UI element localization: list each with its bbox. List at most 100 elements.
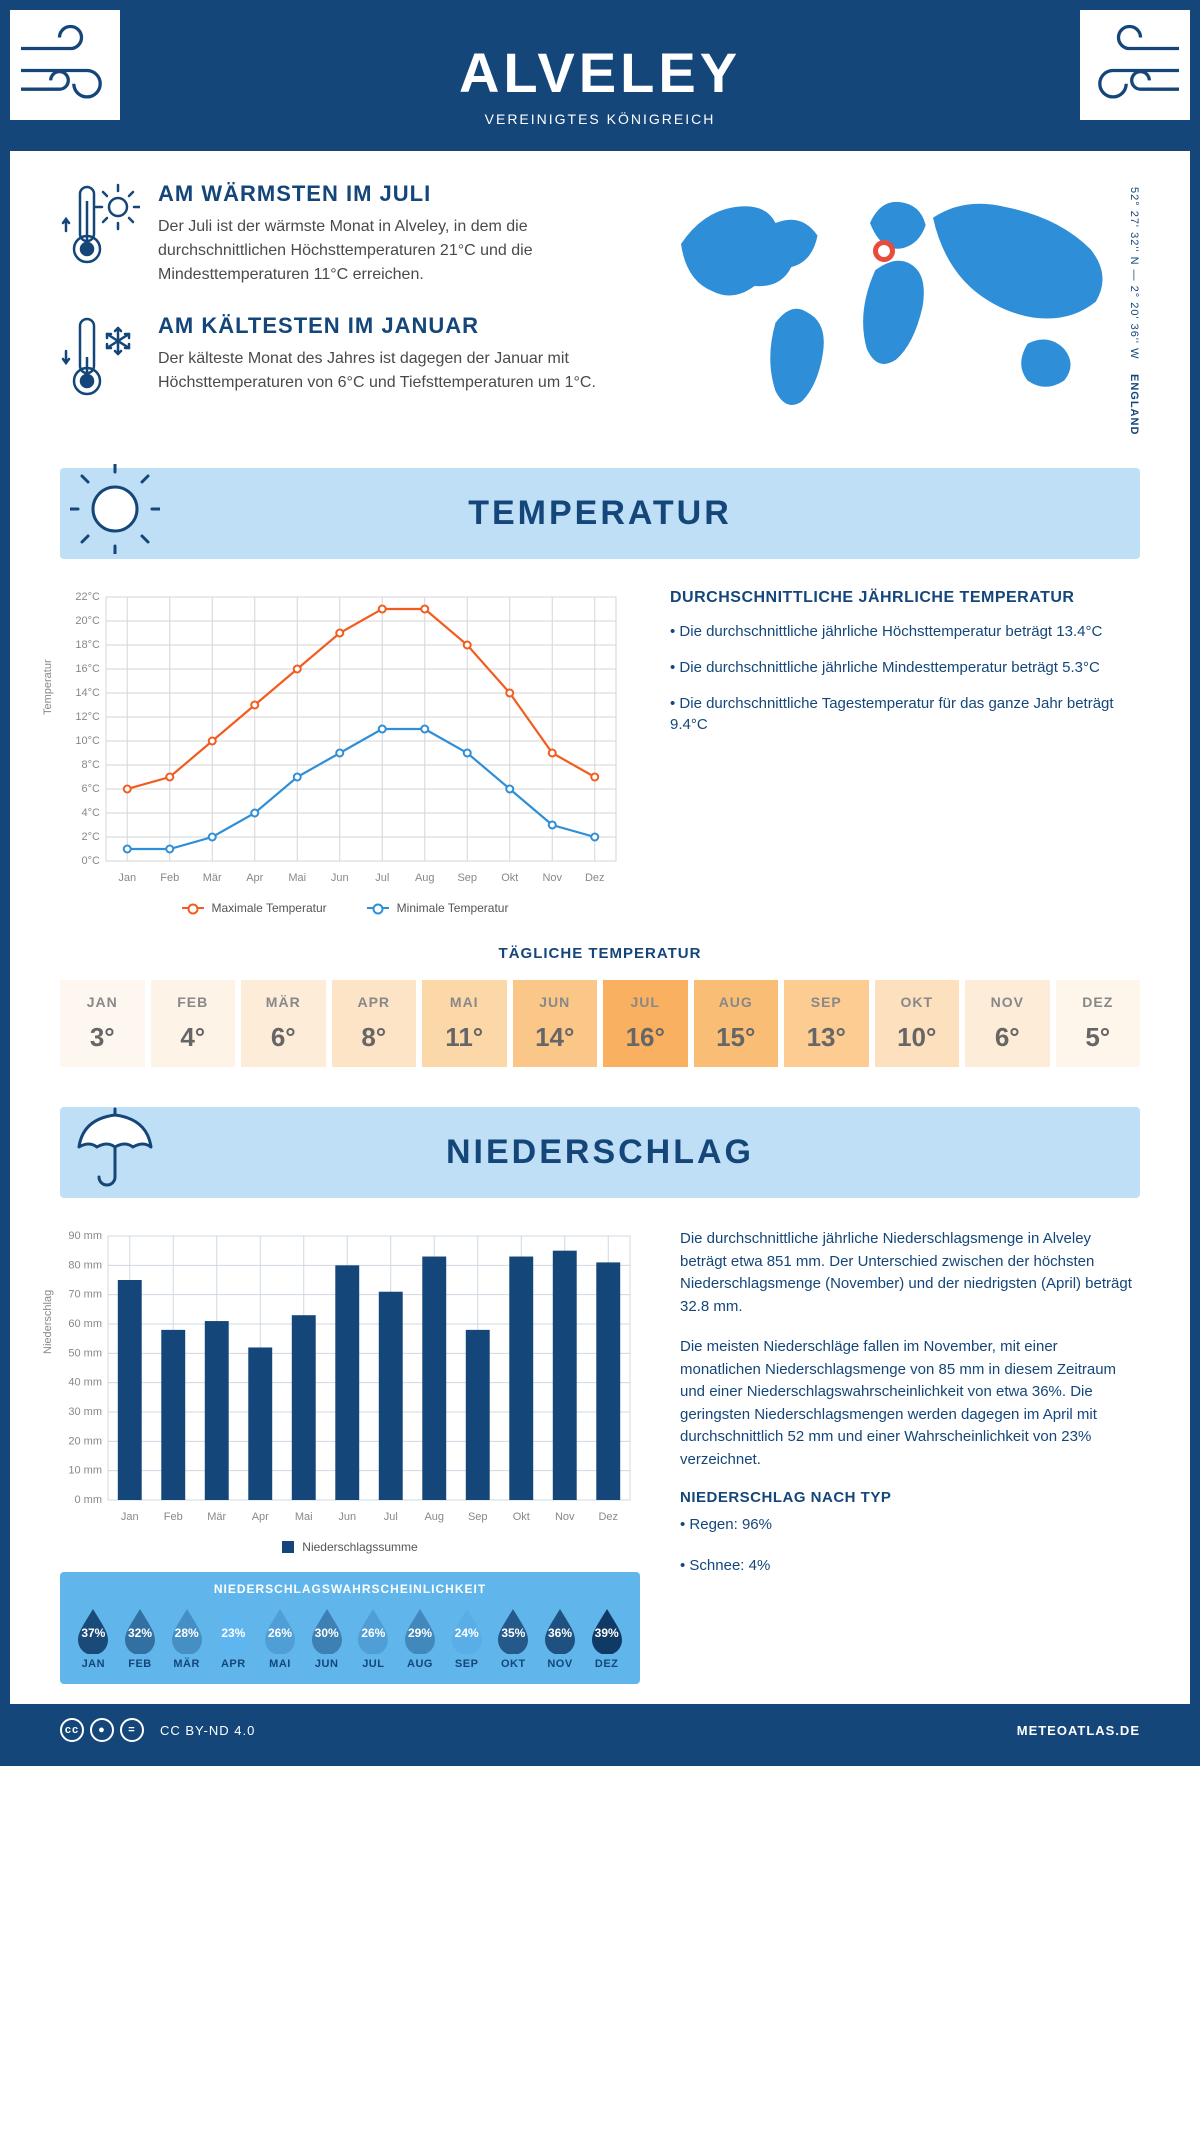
precip-text-1: Die durchschnittliche jährliche Niedersc…: [680, 1228, 1140, 1318]
temp-info-p1: • Die durchschnittliche jährliche Höchst…: [670, 621, 1140, 643]
prob-drop-cell: 30%JUN: [305, 1606, 348, 1670]
coord-text: 52° 27' 32'' N — 2° 20' 36'' W: [1128, 187, 1140, 359]
svg-text:Nov: Nov: [542, 872, 562, 884]
prob-drop-cell: 39%DEZ: [585, 1606, 628, 1670]
daily-cell: AUG15°: [694, 980, 779, 1067]
daily-cell: DEZ5°: [1056, 980, 1141, 1067]
daily-cell: APR8°: [332, 980, 417, 1067]
temp-y-axis-label: Temperatur: [42, 659, 54, 715]
svg-text:Okt: Okt: [501, 872, 518, 884]
svg-text:70 mm: 70 mm: [68, 1289, 102, 1301]
page-header: ALVELEY VEREINIGTES KÖNIGREICH: [10, 10, 1190, 151]
license-block: cc ● = CC BY-ND 4.0: [60, 1718, 255, 1742]
precip-type-rain: • Regen: 96%: [680, 1514, 1140, 1537]
temp-info-p2: • Die durchschnittliche jährliche Mindes…: [670, 657, 1140, 679]
coldest-block: AM KÄLTESTEN IM JANUAR Der kälteste Mona…: [60, 313, 630, 403]
warmest-text: AM WÄRMSTEN IM JULI Der Juli ist der wär…: [158, 181, 630, 287]
precip-heading: NIEDERSCHLAG: [60, 1133, 1140, 1172]
temperature-legend: Maximale Temperatur Minimale Temperatur: [60, 901, 630, 915]
svg-text:Feb: Feb: [160, 872, 179, 884]
svg-text:2°C: 2°C: [82, 831, 101, 843]
daily-cell: JUL16°: [603, 980, 688, 1067]
prob-drop-cell: 28%MÄR: [165, 1606, 208, 1670]
coordinates: 52° 27' 32'' N — 2° 20' 36'' W ENGLAND: [1122, 181, 1140, 438]
svg-text:Mär: Mär: [203, 872, 222, 884]
warmest-block: AM WÄRMSTEN IM JULI Der Juli ist der wär…: [60, 181, 630, 287]
svg-text:Sep: Sep: [468, 1511, 488, 1523]
thermometer-sun-icon: [60, 181, 140, 271]
by-icon: ●: [90, 1718, 114, 1742]
svg-text:0°C: 0°C: [82, 855, 101, 867]
svg-text:16°C: 16°C: [75, 663, 100, 675]
daily-cell: NOV6°: [965, 980, 1050, 1067]
temperature-chart-holder: Temperatur 0°C2°C4°C6°C8°C10°C12°C14°C16…: [60, 589, 630, 915]
svg-text:Jan: Jan: [118, 872, 136, 884]
page: ALVELEY VEREINIGTES KÖNIGREICH AM W: [0, 0, 1200, 1766]
precip-y-axis-label: Niederschlag: [42, 1290, 54, 1354]
daily-cell: JUN14°: [513, 980, 598, 1067]
svg-text:14°C: 14°C: [75, 687, 100, 699]
daily-cell: MAI11°: [422, 980, 507, 1067]
sun-icon: [70, 464, 160, 554]
prob-drop-cell: 32%FEB: [119, 1606, 162, 1670]
nd-icon: =: [120, 1718, 144, 1742]
top-left-blocks: AM WÄRMSTEN IM JULI Der Juli ist der wär…: [60, 181, 630, 438]
site-credit: METEOATLAS.DE: [1017, 1723, 1140, 1738]
svg-text:Dez: Dez: [598, 1511, 618, 1523]
svg-text:18°C: 18°C: [75, 639, 100, 651]
svg-text:Sep: Sep: [457, 872, 477, 884]
svg-text:Okt: Okt: [513, 1511, 530, 1523]
svg-text:10°C: 10°C: [75, 735, 100, 747]
svg-text:4°C: 4°C: [82, 807, 101, 819]
page-subtitle: VEREINIGTES KÖNIGREICH: [10, 111, 1190, 127]
daily-cell: MÄR6°: [241, 980, 326, 1067]
svg-text:Jul: Jul: [375, 872, 389, 884]
top-row: AM WÄRMSTEN IM JULI Der Juli ist der wär…: [60, 181, 1140, 438]
precip-banner: NIEDERSCHLAG: [60, 1107, 1140, 1198]
thermometer-snow-icon: [60, 313, 140, 403]
wind-deco-left: [10, 10, 120, 120]
svg-text:Aug: Aug: [415, 872, 435, 884]
svg-text:Nov: Nov: [555, 1511, 575, 1523]
page-footer: cc ● = CC BY-ND 4.0 METEOATLAS.DE: [10, 1704, 1190, 1756]
svg-text:Dez: Dez: [585, 872, 605, 884]
svg-text:12°C: 12°C: [75, 711, 100, 723]
legend-max: Maximale Temperatur: [182, 901, 327, 915]
precip-legend-label: Niederschlagssumme: [302, 1540, 417, 1554]
daily-cell: OKT10°: [875, 980, 960, 1067]
license-text: CC BY-ND 4.0: [160, 1723, 255, 1738]
svg-text:40 mm: 40 mm: [68, 1377, 102, 1389]
precip-type-title: NIEDERSCHLAG NACH TYP: [680, 1489, 1140, 1506]
svg-text:Jul: Jul: [384, 1511, 398, 1523]
svg-text:80 mm: 80 mm: [68, 1259, 102, 1271]
prob-drop-cell: 29%AUG: [399, 1606, 442, 1670]
precip-right: Die durchschnittliche jährliche Niedersc…: [680, 1228, 1140, 1684]
prob-grid: 37%JAN32%FEB28%MÄR23%APR26%MAI30%JUN26%J…: [72, 1606, 628, 1670]
daily-temp-grid: JAN3°FEB4°MÄR6°APR8°MAI11°JUN14°JUL16°AU…: [60, 980, 1140, 1067]
precip-type-snow: • Schnee: 4%: [680, 1555, 1140, 1578]
world-map: [660, 181, 1122, 438]
map-wrap: 52° 27' 32'' N — 2° 20' 36'' W ENGLAND: [660, 181, 1140, 438]
prob-drop-cell: 26%MAI: [259, 1606, 302, 1670]
precip-left: Niederschlag 0 mm10 mm20 mm30 mm40 mm50 …: [60, 1228, 640, 1684]
svg-text:Jun: Jun: [331, 872, 349, 884]
coldest-body: Der kälteste Monat des Jahres ist dagege…: [158, 347, 630, 395]
daily-cell: FEB4°: [151, 980, 236, 1067]
svg-text:22°C: 22°C: [75, 591, 100, 603]
prob-drop-cell: 24%SEP: [445, 1606, 488, 1670]
temperature-line-chart: Temperatur 0°C2°C4°C6°C8°C10°C12°C14°C16…: [60, 589, 630, 889]
svg-text:Apr: Apr: [246, 872, 263, 884]
svg-text:Mär: Mär: [207, 1511, 226, 1523]
warmest-body: Der Juli ist der wärmste Monat in Alvele…: [158, 215, 630, 287]
svg-text:Jan: Jan: [121, 1511, 139, 1523]
svg-text:90 mm: 90 mm: [68, 1230, 102, 1242]
precip-row: Niederschlag 0 mm10 mm20 mm30 mm40 mm50 …: [60, 1228, 1140, 1684]
warmest-title: AM WÄRMSTEN IM JULI: [158, 181, 630, 207]
svg-text:Aug: Aug: [424, 1511, 444, 1523]
coord-country: ENGLAND: [1128, 374, 1140, 435]
coldest-title: AM KÄLTESTEN IM JANUAR: [158, 313, 630, 339]
umbrella-icon: [70, 1103, 160, 1193]
daily-temp-title: TÄGLICHE TEMPERATUR: [60, 945, 1140, 962]
svg-text:20 mm: 20 mm: [68, 1435, 102, 1447]
content: AM WÄRMSTEN IM JULI Der Juli ist der wär…: [10, 151, 1190, 1704]
